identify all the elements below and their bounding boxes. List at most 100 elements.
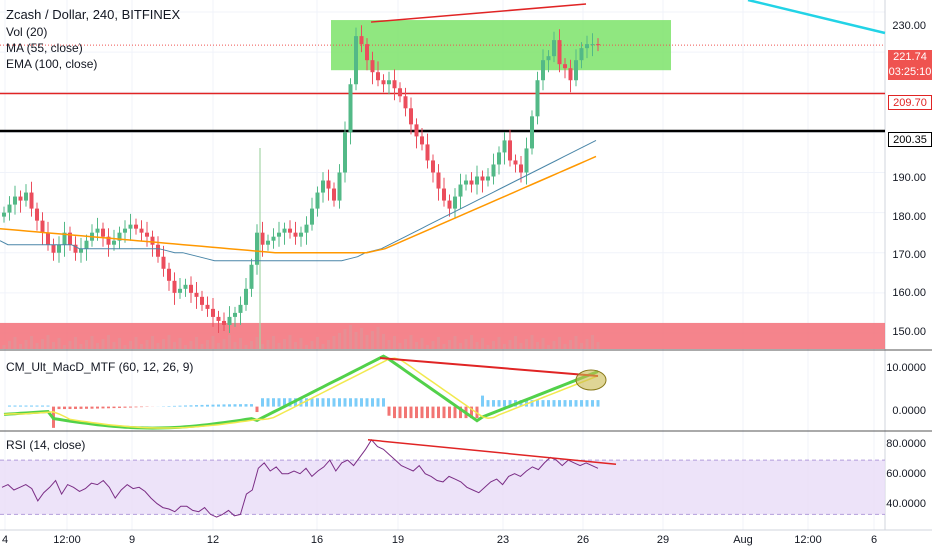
macd-histogram-bar xyxy=(541,400,545,407)
macd-histogram-bar xyxy=(140,406,143,408)
candle-body xyxy=(310,208,314,225)
indicator-ema[interactable]: EMA (100, close) xyxy=(6,57,98,71)
macd-histogram-bar xyxy=(497,400,501,407)
volume-bar xyxy=(552,341,556,349)
macd-histogram-bar xyxy=(228,404,231,407)
macd-pane-title[interactable]: CM_Ult_MacD_MTF (60, 12, 26, 9) xyxy=(6,360,194,374)
volume-bar xyxy=(596,342,600,349)
macd-tick: 10.0000 xyxy=(886,362,926,374)
candle-body xyxy=(315,192,320,209)
candle-body xyxy=(68,232,72,245)
price-tick: 170.00 xyxy=(892,249,926,261)
candle-body xyxy=(409,108,413,125)
candle-body xyxy=(376,72,380,81)
pane-separators xyxy=(0,349,932,432)
macd-histogram-bar xyxy=(46,405,50,407)
macd-histogram-bar xyxy=(63,406,66,410)
candle-body xyxy=(453,196,457,209)
candle-body xyxy=(343,132,347,173)
volume-bar xyxy=(200,344,204,349)
volume-bar xyxy=(420,338,424,349)
indicator-ma[interactable]: MA (55, close) xyxy=(6,41,83,55)
volume-bar xyxy=(294,342,297,349)
volume-bar xyxy=(519,343,523,349)
candle-body xyxy=(348,84,353,133)
macd-histogram-bar xyxy=(508,400,512,407)
candle-body xyxy=(189,284,193,293)
candle-body xyxy=(541,60,545,81)
candle-body xyxy=(497,152,501,165)
volume-bar xyxy=(409,335,413,349)
macd-histogram-bar xyxy=(74,406,77,409)
macd-histogram-bar xyxy=(305,398,308,407)
volume-bar xyxy=(470,335,473,349)
macd-histogram-bar xyxy=(354,398,358,407)
macd-histogram-bar xyxy=(580,400,583,407)
macd-histogram-bar xyxy=(552,400,556,407)
volume-bar xyxy=(261,344,264,349)
candle-body xyxy=(299,232,303,237)
time-tick: Aug xyxy=(733,534,753,546)
time-tick: 12 xyxy=(206,534,220,546)
volume-bar xyxy=(299,338,303,349)
candle-body xyxy=(244,288,248,305)
volume-bar xyxy=(492,341,495,349)
candle-body xyxy=(24,192,28,201)
volume-bar xyxy=(591,335,594,349)
volume-bar xyxy=(233,342,237,349)
zones xyxy=(0,20,885,349)
volume-bar xyxy=(316,337,319,349)
volume-bar xyxy=(8,341,11,349)
candle-body xyxy=(458,184,463,197)
candle-body xyxy=(7,204,12,213)
candle-body xyxy=(381,80,386,85)
ma55-line xyxy=(0,139,597,262)
candle-body xyxy=(211,308,215,317)
macd-histogram-bar xyxy=(13,405,17,407)
rsi-tick: 80.0000 xyxy=(886,438,926,450)
time-tick: 9 xyxy=(128,534,136,546)
volume-bar xyxy=(448,340,451,349)
volume-bar xyxy=(437,337,440,349)
time-tick: 23 xyxy=(496,534,510,546)
volume-bar xyxy=(541,338,545,349)
volume-bar xyxy=(57,338,61,349)
volume-bar xyxy=(151,336,154,349)
macd-histogram-bar xyxy=(222,404,226,407)
volume-bar xyxy=(217,343,220,349)
macd-histogram-bar xyxy=(167,406,171,407)
macd-histogram-bar xyxy=(415,406,418,419)
macd-histogram-bar xyxy=(316,398,319,407)
candle-body xyxy=(156,244,160,257)
volume-bar xyxy=(90,336,94,349)
candle-body xyxy=(557,40,562,65)
candle-body xyxy=(359,36,364,45)
candle-body xyxy=(590,44,595,46)
volume-bar xyxy=(338,333,341,349)
candle-body xyxy=(112,240,116,245)
macd-histogram-bar xyxy=(250,404,253,407)
candle-body xyxy=(475,176,479,185)
macd-histogram-bar xyxy=(30,405,33,407)
volume-bar xyxy=(415,342,418,349)
volume-bar xyxy=(453,336,457,349)
macd-histogram-bar xyxy=(101,406,105,409)
volume-bar xyxy=(123,345,127,349)
volume-bar xyxy=(52,342,55,349)
macd-histogram-bar xyxy=(398,406,402,419)
candle-body xyxy=(79,248,83,253)
volume-bar xyxy=(343,329,347,349)
time-tick: 12:00 xyxy=(53,534,81,546)
rsi-pane-title[interactable]: RSI (14, close) xyxy=(6,438,86,452)
candle-body xyxy=(574,60,578,81)
volume-bar xyxy=(101,339,105,349)
candle-body xyxy=(200,296,204,305)
moving-averages xyxy=(0,139,597,262)
candle-body xyxy=(508,140,512,161)
macd-histogram-bar xyxy=(431,406,435,419)
indicator-vol[interactable]: Vol (20) xyxy=(6,25,48,39)
candle-body xyxy=(447,200,452,209)
volume-bar xyxy=(481,338,484,349)
macd-histogram-bar xyxy=(332,398,336,407)
